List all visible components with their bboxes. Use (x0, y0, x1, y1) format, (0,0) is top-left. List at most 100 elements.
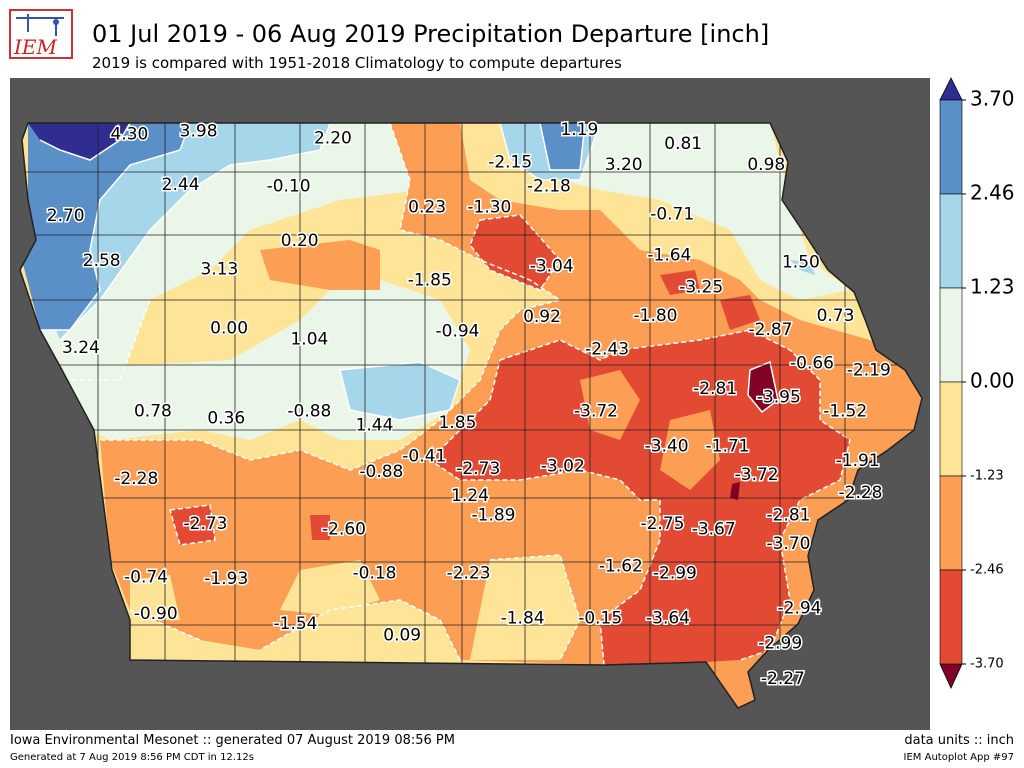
station-value-label: 3.13 (200, 259, 238, 279)
contour-lines (39, 123, 851, 666)
colorbar-under-triangle (939, 663, 963, 689)
colorbar-tick-label: -3.70 (970, 657, 1004, 672)
station-value-label: -3.70 (767, 534, 811, 554)
colorbar-tick-label: -1.23 (970, 469, 1004, 484)
station-value-label: 0.81 (664, 134, 702, 154)
station-value-label: -2.27 (761, 669, 805, 689)
station-value-label: -1.85 (408, 271, 452, 291)
colorbar-segment (939, 381, 963, 477)
station-value-label: 1.24 (451, 486, 489, 506)
station-value-label: -2.18 (527, 176, 571, 196)
colorbar-tick-label: 1.23 (970, 275, 1015, 299)
station-value-label: 1.44 (356, 416, 394, 436)
station-value-label: 4.30 (110, 124, 148, 144)
station-value-label: -3.64 (646, 608, 690, 628)
station-value-label: -3.72 (735, 465, 779, 485)
colorbar: 3.70 2.46 1.23 0.00 -1.23 -2.46 -3.70 (939, 77, 1015, 689)
station-value-label: -3.40 (645, 437, 689, 457)
station-value-label: -2.60 (322, 520, 366, 540)
page-title: 01 Jul 2019 - 06 Aug 2019 Precipitation … (92, 20, 770, 48)
station-value-label: -2.23 (447, 563, 491, 583)
station-value-label: 0.73 (817, 306, 855, 326)
station-value-label: 0.92 (523, 307, 561, 327)
station-value-label: -2.94 (778, 599, 822, 619)
station-value-label: -2.81 (767, 506, 811, 526)
colorbar-segment (939, 569, 963, 665)
station-value-label: -3.02 (541, 456, 585, 476)
colorbar-over-triangle (939, 77, 963, 101)
station-value-label: -1.54 (274, 614, 318, 634)
station-value-label: 3.20 (605, 155, 643, 175)
station-value-label: -0.41 (402, 447, 446, 467)
footer-generated: Iowa Environmental Mesonet :: generated … (10, 733, 455, 748)
station-value-label: -3.72 (574, 402, 618, 422)
contour-fill-layer (20, 123, 922, 708)
station-value-label: 1.19 (560, 120, 598, 140)
station-value-label: 2.58 (83, 251, 121, 271)
station-value-label: -0.71 (650, 205, 694, 225)
station-value-label: 1.04 (290, 330, 328, 350)
station-value-label: 0.20 (281, 231, 319, 251)
station-value-label: -1.64 (647, 245, 691, 265)
station-value-labels: 4.30 3.98 2.20 1.19 0.81 3.20 -2.15 0.98 2.44 -0.… (45, 119, 892, 691)
station-value-label: -2.75 (641, 514, 685, 534)
station-value-label: 0.09 (383, 625, 421, 645)
station-value-label: -0.94 (436, 321, 480, 341)
station-value-label: -2.15 (488, 152, 532, 172)
station-value-label: -2.19 (847, 361, 891, 381)
station-value-label: -1.62 (599, 556, 643, 576)
station-value-label: -2.73 (456, 459, 500, 479)
station-value-label: 1.85 (439, 413, 477, 433)
station-value-label: -1.91 (836, 451, 880, 471)
station-value-label: -1.71 (706, 437, 750, 457)
station-value-label: 2.70 (47, 206, 85, 226)
colorbar-tick-label: -2.46 (970, 563, 1004, 578)
station-value-label: -0.90 (134, 604, 178, 624)
station-value-label: 0.00 (210, 319, 248, 339)
station-value-label: 1.50 (782, 252, 820, 272)
station-value-label: -2.73 (184, 514, 228, 534)
colorbar-segment (939, 193, 963, 289)
footer-units: data units :: inch (904, 733, 1014, 748)
station-value-label: -1.80 (634, 306, 678, 326)
station-value-label: -0.18 (353, 563, 397, 583)
station-value-label: -1.93 (204, 569, 248, 589)
station-value-label: -2.28 (839, 483, 883, 503)
station-value-label: -1.52 (823, 402, 867, 422)
station-value-label: -0.15 (578, 608, 622, 628)
colorbar-tick-label: 3.70 (970, 87, 1015, 111)
station-value-label: -3.25 (679, 278, 723, 298)
station-value-label: -3.67 (692, 520, 736, 540)
station-value-label: 0.36 (207, 409, 245, 429)
station-value-label: -2.28 (114, 469, 158, 489)
station-value-label: 0.78 (134, 402, 172, 422)
station-value-label: -2.87 (749, 320, 793, 340)
station-value-label: -1.89 (472, 506, 516, 526)
station-value-label: -3.04 (530, 257, 574, 277)
station-value-label: 0.98 (747, 155, 785, 175)
colorbar-segment (939, 99, 963, 195)
station-value-label: 2.44 (162, 175, 200, 195)
colorbar-tick-label: 0.00 (970, 369, 1015, 393)
station-value-label: -2.99 (653, 563, 697, 583)
colorbar-segment (939, 475, 963, 571)
station-value-label: 3.24 (62, 338, 100, 358)
station-value-label: -1.30 (467, 197, 511, 217)
station-value-label: -0.88 (359, 462, 403, 482)
station-value-label: -0.10 (267, 176, 311, 196)
colorbar-tick-label: 2.46 (970, 181, 1015, 205)
station-value-label: -2.99 (758, 634, 802, 654)
station-value-label: -1.84 (501, 608, 545, 628)
station-value-label: -0.66 (790, 354, 834, 374)
station-value-label: 0.23 (408, 197, 446, 217)
station-value-label: 2.20 (314, 129, 352, 149)
station-value-label: -0.88 (287, 402, 331, 422)
station-value-label: -2.81 (693, 379, 737, 399)
station-value-label: 3.98 (180, 121, 218, 141)
station-value-label: -0.74 (124, 568, 168, 588)
logo-text: IEM (13, 35, 58, 59)
iem-logo: IEM (9, 9, 73, 59)
station-value-label: -3.95 (757, 387, 801, 407)
page-subtitle: 2019 is compared with 1951-2018 Climatol… (92, 54, 622, 72)
